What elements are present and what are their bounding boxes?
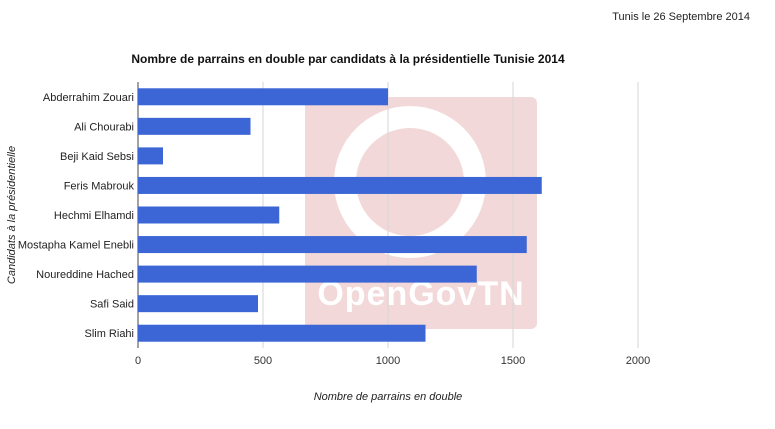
bar xyxy=(138,265,477,283)
bar xyxy=(138,295,258,313)
y-tick-label: Abderrahim Zouari xyxy=(43,92,134,104)
y-tick-label: Noureddine Hached xyxy=(36,269,134,281)
x-tick-label: 1000 xyxy=(376,355,400,367)
x-tick-label: 0 xyxy=(135,355,141,367)
chart-title: Nombre de parrains en double par candida… xyxy=(131,52,565,66)
x-tick-label: 2000 xyxy=(626,355,650,367)
date-note: Tunis le 26 Septembre 2014 xyxy=(612,11,750,23)
y-tick-label: Safi Said xyxy=(90,299,134,311)
x-tick-label: 500 xyxy=(254,355,272,367)
bar xyxy=(138,117,251,135)
y-axis-label: Candidats à la présidentielle xyxy=(6,146,18,284)
y-tick-label: Feris Mabrouk xyxy=(64,180,135,192)
y-tick-label: Hechmi Elhamdi xyxy=(54,210,134,222)
y-tick-label: Ali Chourabi xyxy=(74,121,134,133)
x-axis-label: Nombre de parrains en double xyxy=(314,391,463,403)
bar xyxy=(138,147,163,165)
bar xyxy=(138,176,542,194)
y-tick-label: Beji Kaid Sebsi xyxy=(60,151,134,163)
y-tick-label: Mostapha Kamel Enebli xyxy=(18,240,134,252)
watermark: OpenGovTN xyxy=(305,97,537,329)
bar xyxy=(138,206,280,224)
bar xyxy=(138,324,426,342)
y-tick-label: Slim Riahi xyxy=(84,328,134,340)
bar xyxy=(138,236,527,254)
bar xyxy=(138,88,388,106)
x-tick-label: 1500 xyxy=(501,355,525,367)
